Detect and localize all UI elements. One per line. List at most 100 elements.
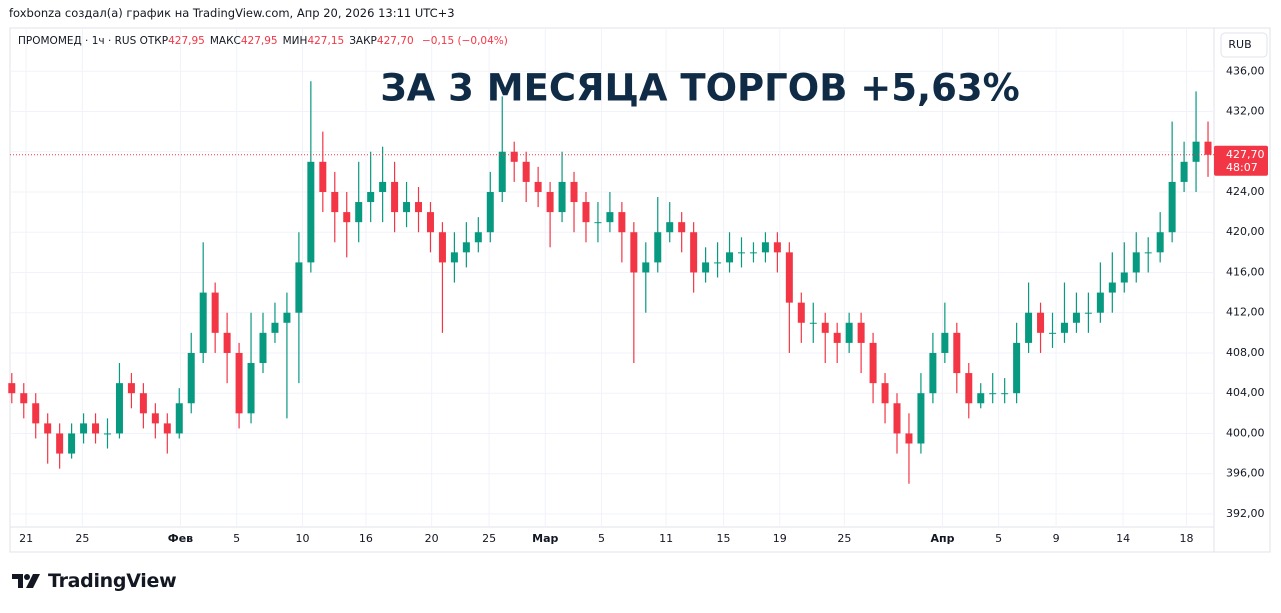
brand-name: TradingView xyxy=(48,570,177,592)
candle-body xyxy=(965,373,973,404)
candle-body xyxy=(678,222,686,233)
grid xyxy=(10,28,1214,527)
candle-body xyxy=(474,232,482,243)
candle-body xyxy=(247,363,255,414)
caption: foxbonza создал(а) график на TradingView… xyxy=(9,6,455,20)
candle-body xyxy=(259,332,267,364)
candle-body xyxy=(989,393,997,395)
ohlc-value: 427,15 xyxy=(307,35,345,47)
candle-body xyxy=(1084,312,1092,314)
y-tick-label: 408,00 xyxy=(1226,346,1265,359)
y-tick-label: 416,00 xyxy=(1226,265,1265,278)
y-tick-label: 400,00 xyxy=(1226,426,1265,439)
candle-body xyxy=(977,393,985,404)
candle-body xyxy=(1144,252,1152,254)
candle-body xyxy=(1001,393,1009,395)
candle-body xyxy=(187,352,195,404)
x-tick-label: 18 xyxy=(1179,532,1193,545)
candle-body xyxy=(319,161,327,192)
candle-body xyxy=(426,212,434,233)
candle-body xyxy=(941,332,949,353)
last-price-tag xyxy=(1214,145,1268,176)
candle-body xyxy=(498,151,506,192)
brand: TradingView xyxy=(12,570,177,592)
candle-body xyxy=(522,161,530,182)
candle-body xyxy=(1168,181,1176,233)
candle-body xyxy=(223,332,231,353)
y-tick-label: 392,00 xyxy=(1226,507,1265,520)
candle-body xyxy=(606,212,614,223)
countdown: 48:07 xyxy=(1226,161,1258,174)
candle-body xyxy=(546,191,554,213)
candle-body xyxy=(1192,141,1200,162)
candle-body xyxy=(1204,141,1212,155)
x-tick-label: 21 xyxy=(19,532,33,545)
x-tick-label: 10 xyxy=(295,532,309,545)
candle-body xyxy=(367,191,375,203)
candle-body xyxy=(343,212,351,223)
candles xyxy=(8,81,1212,484)
candle-body xyxy=(833,332,841,343)
candle-body xyxy=(809,322,817,324)
candle-body xyxy=(1132,252,1140,273)
candle-body xyxy=(403,202,411,213)
candle-body xyxy=(558,181,566,213)
candle-body xyxy=(1072,312,1080,323)
x-tick-label: Фев xyxy=(168,532,193,545)
x-tick-label: 25 xyxy=(837,532,851,545)
ohlc-values: ОТКР427,95 МАКС427,95 МИН427,15 ЗАКР427,70 xyxy=(140,35,419,47)
candle-body xyxy=(869,342,877,384)
ohlc-name: ЗАКР xyxy=(349,35,377,47)
ohlc-value: 427,95 xyxy=(240,35,278,47)
ohlc-legend: ПРОМОМЕД · 1ч · RUS ОТКР427,95 МАКС427,95… xyxy=(18,35,513,47)
chart-title: ЗА 3 МЕСЯЦА ТОРГОВ +5,63% xyxy=(380,67,1019,110)
candle-body xyxy=(103,433,111,435)
candle-body xyxy=(32,403,40,424)
candle-body xyxy=(80,423,88,434)
candle-body xyxy=(690,232,698,273)
candle-body xyxy=(881,383,889,404)
ohlc-name: МАКС xyxy=(209,35,241,47)
candle-body xyxy=(391,181,399,213)
candle-body xyxy=(1180,161,1188,182)
x-tick-label: 5 xyxy=(233,532,240,545)
candle-body xyxy=(761,242,769,253)
y-tick-label: 436,00 xyxy=(1226,64,1265,77)
candle-body xyxy=(1013,342,1021,394)
candle-body xyxy=(115,383,123,434)
candle-body xyxy=(1025,312,1033,343)
currency-label: RUB xyxy=(1228,38,1251,51)
ohlc-name: ОТКР xyxy=(139,35,169,47)
candle-body xyxy=(175,403,183,434)
ohlc-name: МИН xyxy=(282,35,308,47)
x-tick-label: 16 xyxy=(359,532,373,545)
candle-body xyxy=(845,322,853,343)
symbol: ПРОМОМЕД · 1ч · RUS xyxy=(18,35,137,47)
candle-body xyxy=(618,212,626,233)
candle-body xyxy=(594,222,602,224)
x-tick-label: 14 xyxy=(1116,532,1130,545)
x-tick-label: 5 xyxy=(598,532,605,545)
candle-body xyxy=(379,181,387,192)
x-tick-label: 11 xyxy=(659,532,673,545)
y-tick-label: 424,00 xyxy=(1226,185,1265,198)
candle-body xyxy=(1156,232,1164,253)
x-tick-label: 25 xyxy=(482,532,496,545)
candle-body xyxy=(92,423,100,434)
ohlc-value: 427,95 xyxy=(168,35,205,47)
candle-body xyxy=(749,252,757,254)
candle-body xyxy=(714,262,722,264)
x-tick-label: 19 xyxy=(773,532,787,545)
candle-body xyxy=(510,151,518,162)
currency-button[interactable] xyxy=(1220,32,1268,58)
candle-body xyxy=(582,202,590,223)
candle-body xyxy=(486,191,494,233)
candle-body xyxy=(163,423,171,434)
chart-frame xyxy=(9,27,1271,553)
candle-body xyxy=(1120,272,1128,283)
x-tick-label: 15 xyxy=(717,532,731,545)
y-tick-label: 432,00 xyxy=(1226,104,1265,117)
candle-body xyxy=(1060,322,1068,333)
x-tick-label: Мар xyxy=(532,532,558,545)
